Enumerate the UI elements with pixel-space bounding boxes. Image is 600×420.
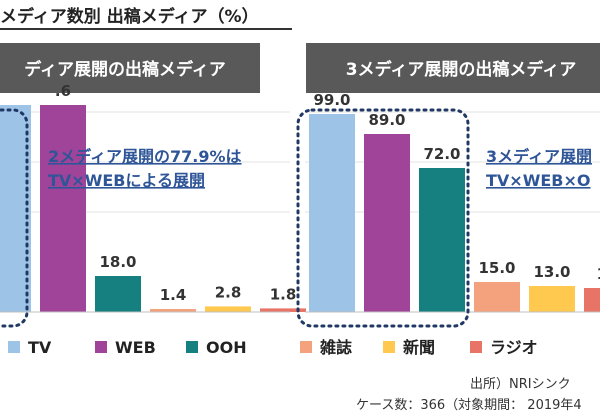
annotation-1-0: 3メディア展開 — [486, 147, 592, 166]
value-label-0-5: 1.8 — [270, 285, 297, 303]
panel-title-0: ディア展開の出稿メディア — [24, 59, 226, 80]
bar-1-0 — [309, 114, 355, 312]
bar-1-4 — [529, 286, 575, 312]
bar-0-5 — [260, 308, 306, 312]
bar-0-2 — [95, 276, 141, 312]
value-label-0-4: 2.8 — [215, 283, 242, 301]
source-note: 出所）NRIシンク — [470, 377, 571, 392]
panel-header-0 — [0, 43, 260, 93]
annotation-1-1: TV×WEB×O — [486, 171, 590, 190]
bar-0-4 — [205, 306, 251, 312]
legend-swatch-2 — [186, 341, 198, 353]
legend-swatch-3 — [300, 341, 312, 353]
case-note: ケース数：366（対象期間： 2019年4 — [356, 398, 582, 413]
legend-label-3: 雑誌 — [319, 338, 352, 357]
bar-1-5 — [584, 288, 600, 312]
annotation-0-1: TV×WEBによる展開 — [48, 171, 205, 190]
bar-0-1 — [40, 105, 86, 312]
legend-label-0: TV — [28, 338, 52, 357]
annotation-0-0: 2メディア展開の77.9%は — [48, 147, 242, 166]
value-label-0-2: 18.0 — [99, 253, 136, 271]
legend-label-5: ラジオ — [490, 338, 538, 357]
bar-0-3 — [150, 309, 196, 312]
legend-label-1: WEB — [115, 338, 156, 357]
highlight-box-0 — [0, 108, 29, 328]
title-underline — [0, 28, 292, 30]
legend-swatch-5 — [470, 341, 482, 353]
value-label-1-3: 15.0 — [478, 259, 515, 277]
value-label-0-3: 1.4 — [160, 286, 187, 304]
bar-1-2 — [419, 168, 465, 312]
legend-label-4: 新聞 — [403, 338, 435, 357]
value-label-1-0: 99.0 — [313, 91, 350, 109]
value-label-0-1: .6 — [55, 82, 71, 100]
panel-header-1 — [306, 43, 600, 93]
legend-label-2: OOH — [206, 338, 247, 357]
value-label-1-1: 89.0 — [368, 111, 405, 129]
value-label-1-2: 72.0 — [423, 145, 460, 163]
value-label-1-5: 12 — [597, 265, 600, 283]
bar-1-1 — [364, 134, 410, 312]
panel-title-1: 3メディア展開の出稿メディア — [346, 59, 576, 80]
value-label-1-4: 13.0 — [533, 263, 570, 281]
highlight-box-1 — [296, 108, 470, 328]
legend-swatch-1 — [95, 341, 107, 353]
legend-swatch-0 — [8, 341, 20, 353]
bar-1-3 — [474, 282, 520, 312]
legend-swatch-4 — [383, 341, 395, 353]
page-title: メディア数別 出稿メディア（%） — [0, 7, 259, 27]
